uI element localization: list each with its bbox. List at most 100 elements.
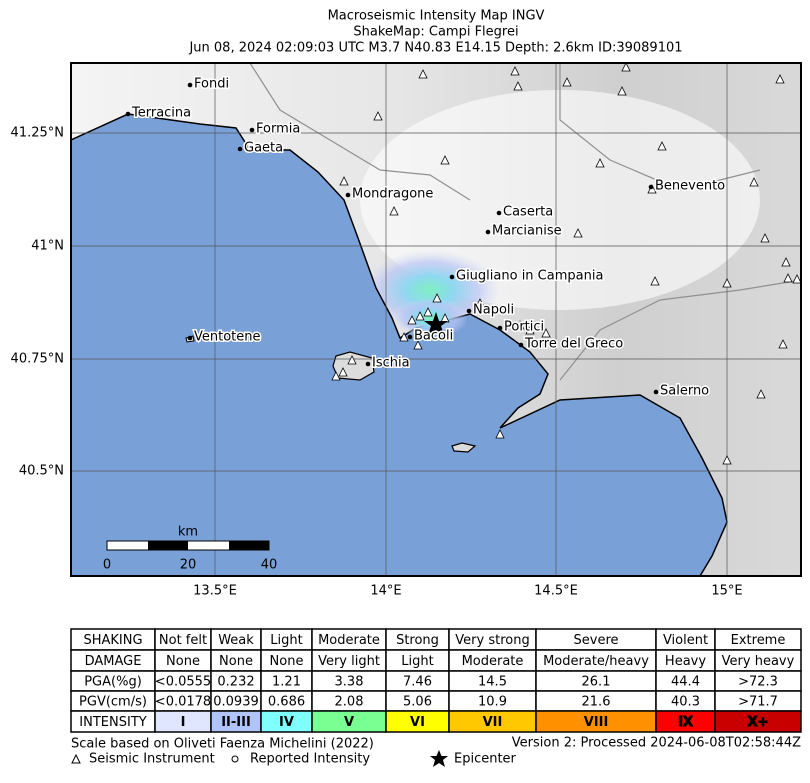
table-text: Heavy bbox=[665, 654, 706, 669]
place-dot bbox=[496, 210, 502, 216]
table-text: Very heavy bbox=[722, 654, 795, 669]
place-dot bbox=[648, 184, 654, 190]
legend-reported: Reported Intensity bbox=[250, 752, 370, 767]
table-text: Moderate/heavy bbox=[543, 654, 649, 669]
place-dot bbox=[365, 361, 371, 367]
epicenter-symbol bbox=[430, 750, 448, 767]
station bbox=[515, 320, 525, 330]
station bbox=[783, 273, 793, 283]
graticule bbox=[71, 63, 801, 576]
intensity-label: IX bbox=[678, 715, 693, 730]
place-dot bbox=[249, 127, 255, 133]
place-label: Salerno bbox=[660, 384, 709, 399]
station bbox=[510, 66, 520, 76]
table-text: 14.5 bbox=[478, 675, 507, 690]
scale-bar: km 0 20 40 bbox=[103, 525, 277, 573]
scale-note: Scale based on Oliveti Faenza Michelini … bbox=[71, 737, 374, 752]
lat-label: 40.75°N bbox=[11, 352, 64, 367]
place-dot bbox=[653, 389, 659, 395]
scale-label: 20 bbox=[180, 558, 197, 573]
place-label: Marcianise bbox=[492, 224, 562, 239]
table-text: <0.0178 bbox=[155, 695, 211, 710]
place-label: Torre del Greco bbox=[524, 337, 623, 352]
station bbox=[413, 340, 423, 350]
place-dot bbox=[485, 229, 491, 235]
table-text: PGA(%g) bbox=[84, 675, 142, 690]
table-text: Light bbox=[270, 633, 302, 648]
lon-label: 14.5°E bbox=[534, 584, 578, 599]
epicenter bbox=[424, 312, 448, 335]
place-label: Giugliano in Campania bbox=[456, 269, 603, 284]
table-text: DAMAGE bbox=[85, 654, 142, 669]
place-label: Bacoli bbox=[414, 329, 453, 344]
place-label: Mondragone bbox=[352, 187, 433, 202]
scale-bar-segment bbox=[148, 541, 188, 550]
table-cell bbox=[714, 710, 802, 733]
station bbox=[389, 206, 399, 216]
table-text: Violent bbox=[663, 633, 708, 648]
intensity-label: X+ bbox=[748, 715, 769, 730]
station bbox=[525, 325, 535, 335]
table-text: >71.7 bbox=[738, 695, 778, 710]
table-text: 0.686 bbox=[268, 695, 305, 710]
station bbox=[657, 141, 667, 151]
table-text: Moderate bbox=[462, 654, 524, 669]
capri-island bbox=[451, 442, 477, 453]
axes: 41.25°N 41°N 40.75°N 40.5°N 13.5°E 14°E 14.5°E… bbox=[11, 126, 743, 599]
place-dot bbox=[466, 308, 472, 314]
table-text: Extreme bbox=[731, 633, 786, 648]
station bbox=[399, 332, 409, 342]
table-text: 21.6 bbox=[582, 695, 611, 710]
stations bbox=[331, 63, 801, 465]
footer: Scale based on Oliveti Faenza Michelini … bbox=[71, 736, 801, 767]
station bbox=[513, 81, 523, 91]
place-label: Terracina bbox=[131, 106, 191, 121]
station bbox=[373, 111, 383, 121]
station bbox=[347, 355, 357, 365]
station bbox=[415, 311, 425, 321]
station bbox=[541, 328, 551, 338]
place-label: Ventotene bbox=[194, 330, 261, 345]
station bbox=[722, 278, 732, 288]
scale-label: 0 bbox=[103, 558, 111, 573]
station bbox=[749, 177, 759, 187]
station bbox=[475, 298, 485, 308]
station bbox=[331, 371, 341, 381]
intensity-label: IV bbox=[279, 715, 294, 730]
shaking-zone bbox=[360, 250, 500, 330]
intensity-label: I bbox=[181, 715, 186, 730]
title: Macroseismic Intensity Map INGV bbox=[328, 9, 545, 24]
lat-label: 41°N bbox=[31, 239, 64, 254]
table-text: 7.46 bbox=[403, 675, 432, 690]
place-label: Napoli bbox=[473, 303, 514, 318]
station bbox=[440, 155, 450, 165]
station bbox=[778, 339, 788, 349]
legend-epicenter: Epicenter bbox=[454, 752, 517, 767]
version: Version 2: Processed 2024-06-08T02:58:44… bbox=[512, 736, 801, 751]
intensity-label: VII bbox=[483, 715, 503, 730]
table-text: 44.4 bbox=[671, 675, 700, 690]
lat-label: 40.5°N bbox=[19, 464, 64, 479]
table-text: 40.3 bbox=[671, 695, 700, 710]
table-text: Very strong bbox=[455, 633, 529, 648]
station bbox=[339, 176, 349, 186]
borders bbox=[249, 63, 801, 381]
place-label: Fondi bbox=[194, 77, 229, 92]
place-label: Gaeta bbox=[244, 141, 283, 156]
table-text: 0.232 bbox=[217, 675, 254, 690]
station bbox=[781, 257, 791, 267]
instrument-symbol bbox=[71, 753, 81, 764]
intensity-label: VI bbox=[410, 715, 425, 730]
header: Macroseismic Intensity Map INGV ShakeMap… bbox=[188, 9, 682, 56]
intensity-label: VIII bbox=[584, 715, 609, 730]
table-text: 10.9 bbox=[478, 695, 507, 710]
legend-table: SHAKING Not felt Weak Light Moderate Strong Ve… bbox=[70, 628, 802, 733]
place-label: Ischia bbox=[372, 356, 410, 371]
station bbox=[775, 74, 785, 84]
station bbox=[595, 158, 605, 168]
place-label: Caserta bbox=[503, 205, 553, 220]
place-label: Portici bbox=[504, 320, 544, 335]
place-dot bbox=[407, 334, 413, 340]
